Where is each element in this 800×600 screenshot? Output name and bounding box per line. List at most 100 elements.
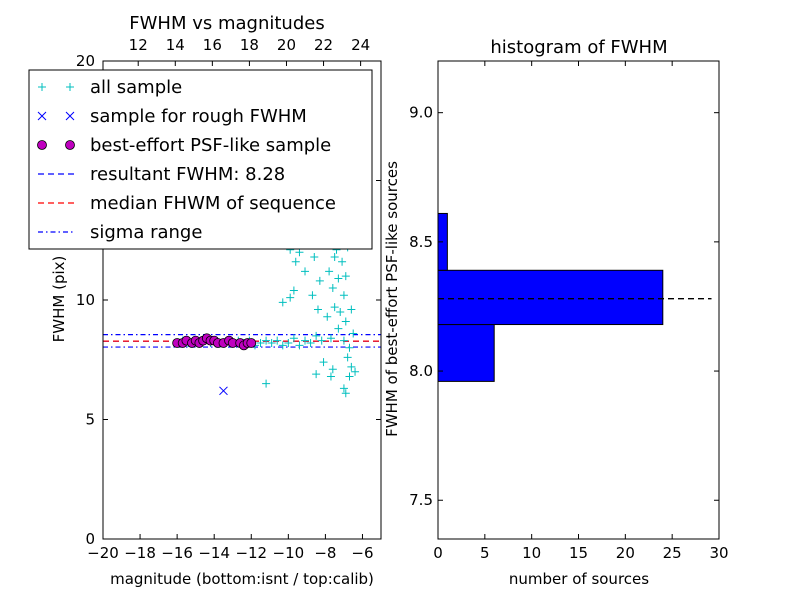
top-x-tick-label: 24 [351,36,370,54]
data-point-shape [330,252,339,261]
data-point-shape [308,291,317,300]
left-y-tick-label: 10 [76,291,95,309]
data-point-shape [325,267,334,276]
data-point [326,334,335,343]
legend-item: sample for rough FWHM [37,106,307,127]
data-point [339,336,348,345]
data-point-shape [278,298,287,307]
data-point [338,257,347,266]
data-point-shape [267,339,276,348]
histogram-bar [437,269,664,326]
right-x-tick-label: 20 [616,544,635,562]
legend-marker-shape [65,111,75,121]
data-point [291,257,300,266]
legend-marker-shape [38,83,46,91]
data-point-shape [295,341,304,350]
data-point [345,343,354,352]
legend-marker-shape [66,83,74,91]
data-point-shape [291,257,300,266]
data-point-shape [334,324,343,333]
data-point [339,384,348,393]
left-chart-ylabel: FWHM (pix) [50,256,68,343]
data-point-shape [336,307,345,316]
data-point [345,372,354,381]
data-point [347,305,356,314]
data-point [330,303,339,312]
left-chart-title: FWHM vs magnitudes [129,13,324,34]
data-point [339,291,348,300]
data-point-shape [341,272,350,281]
legend-label: sample for rough FWHM [90,106,307,127]
data-point [256,339,265,348]
data-point-shape [339,384,348,393]
data-point-shape [326,372,335,381]
data-point [246,338,257,348]
top-x-tick-label: 14 [166,36,185,54]
data-point [351,367,360,376]
right-x-tick-label: 10 [522,544,541,562]
data-point-shape [312,331,321,340]
left-x-tick-label: −6 [351,544,373,562]
data-point [286,293,295,302]
data-point-shape [349,329,358,338]
legend-marker [37,111,47,121]
data-point-shape [284,339,293,348]
fwhm-vs-magnitudes-chart: FWHM vs magnitudes magnitude (bottom:isn… [28,13,382,588]
left-chart-xlabel: magnitude (bottom:isnt / top:calib) [110,570,374,588]
data-point [308,291,317,300]
data-point-shape [310,252,319,261]
data-point-shape [338,257,347,266]
left-y-tick-label: 5 [85,411,95,429]
right-chart-title: histogram of FWHM [490,37,667,58]
legend-marker [65,111,75,121]
data-point-shape [343,353,352,362]
right-chart-frame [437,60,720,540]
right-chart-ticks: 0 5 10 15 20 25 30 7.5 8.0 8.5 9.0 [409,61,729,562]
right-chart-xlabel: number of sources [509,570,649,588]
data-point-shape [330,303,339,312]
data-point [334,274,343,283]
data-point [301,336,310,345]
data-point-shape [339,291,348,300]
data-point-shape [262,336,271,345]
data-point [289,286,298,295]
data-point-shape [347,305,356,314]
data-point-shape [313,305,322,314]
data-point [273,336,282,345]
data-point [343,353,352,362]
left-y-tick-label: 0 [85,530,95,548]
data-point-shape [345,372,354,381]
left-chart-ticks: −20−18−16−14−12−10−8−6051015201214161820… [76,36,381,562]
data-point [267,339,276,348]
data-point [278,341,287,350]
data-point [295,248,304,257]
legend-marker-shape [37,111,47,121]
legend-item: sigma range [38,222,202,243]
data-point [330,252,339,261]
data-point [301,267,310,276]
series-circle [172,333,257,351]
legend-item: all sample [38,77,182,98]
legend-marker [65,140,75,150]
data-point [349,329,358,338]
legend-box [28,69,373,250]
data-point [278,298,287,307]
legend-item: median FHWM of sequence [38,193,336,214]
legend-item: resultant FWHM: 8.28 [38,164,285,185]
data-point-shape [246,338,257,348]
top-x-tick-label: 18 [240,36,259,54]
data-point [336,307,345,316]
data-point [341,317,350,326]
data-point [319,358,328,367]
data-point [328,284,337,293]
left-y-tick-label: 20 [76,52,95,70]
data-point [328,365,337,374]
right-x-tick-label: 0 [433,544,443,562]
right-x-tick-label: 30 [709,544,728,562]
data-point [317,336,326,345]
legend-marker [37,140,47,150]
data-point [313,305,322,314]
right-chart-ylabel: FWHM of best-effort PSF-like sources [383,161,401,437]
data-point-shape [347,362,356,371]
